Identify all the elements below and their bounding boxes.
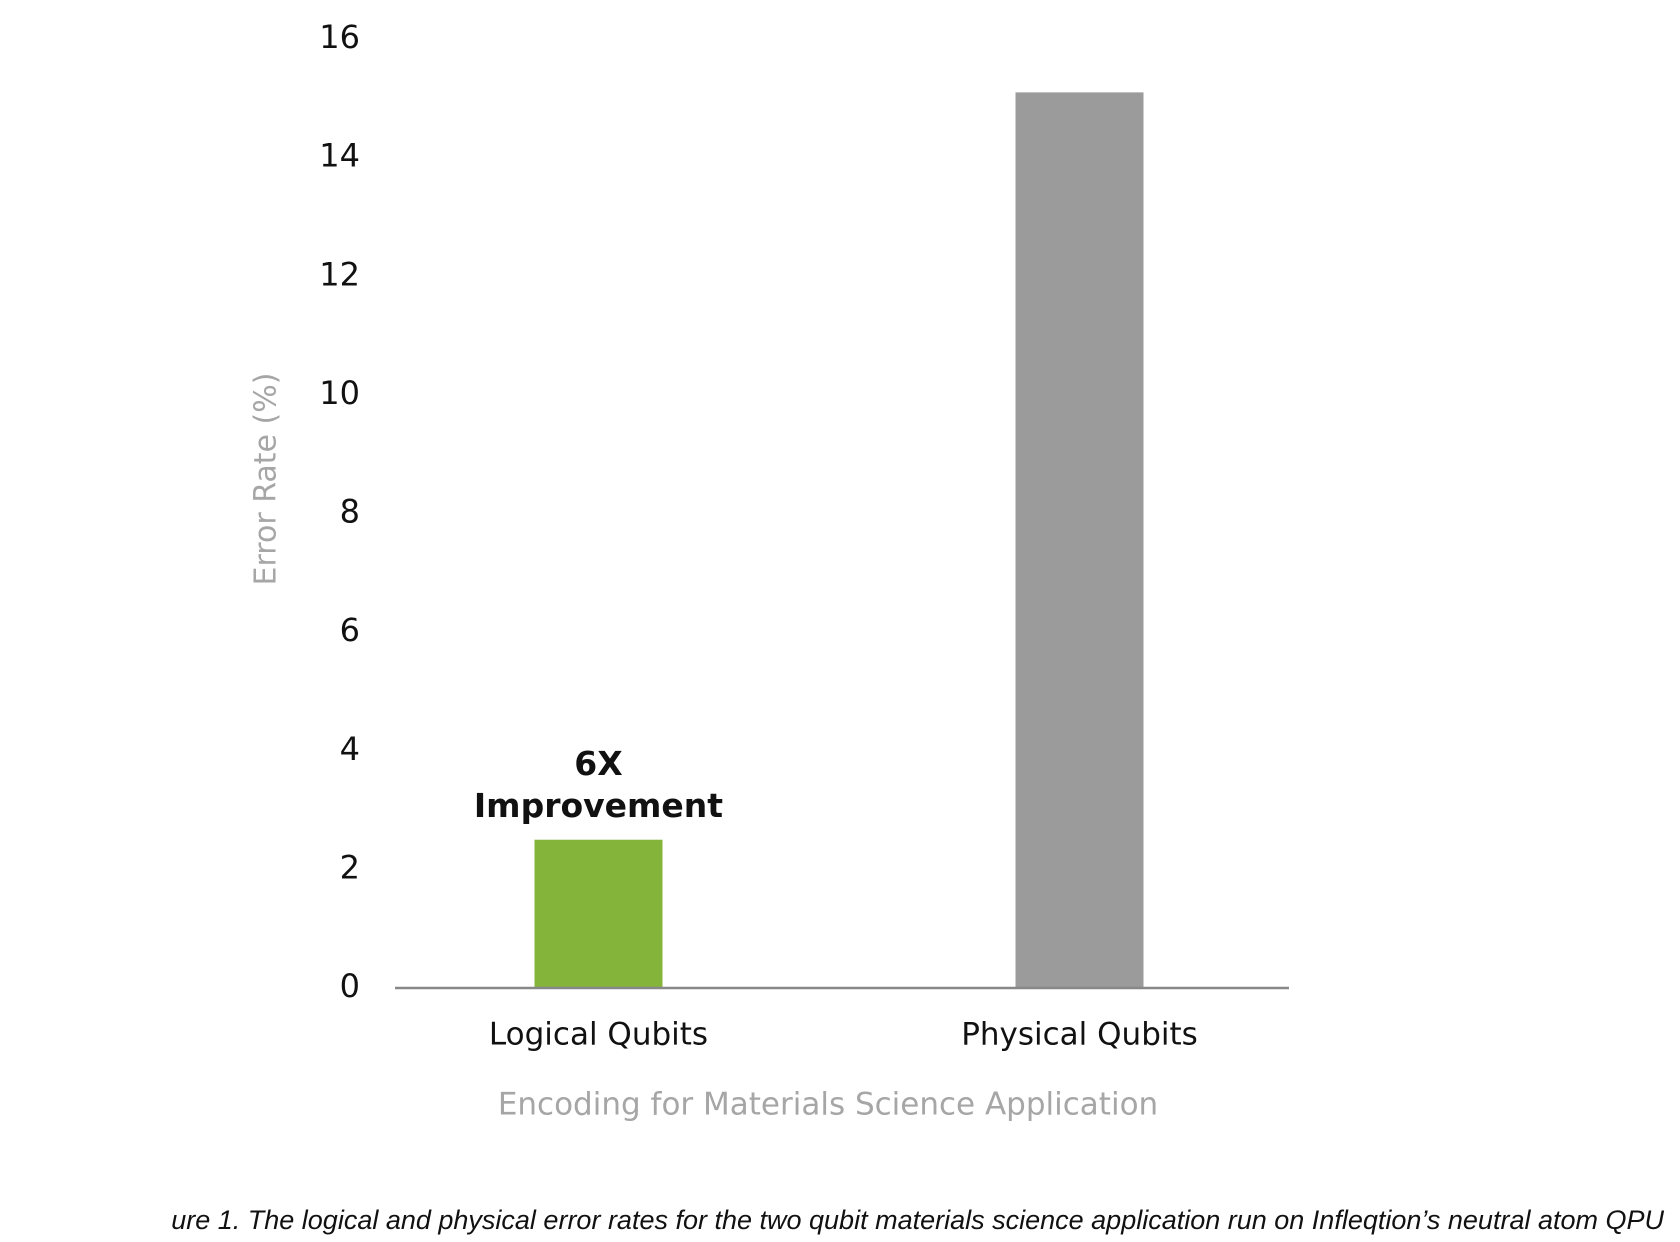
y-tick-label: 16 [319,18,360,56]
annotation: Improvement [474,786,723,825]
y-tick-label: 4 [340,730,360,768]
y-tick-label: 8 [340,493,360,531]
bar [1015,92,1144,989]
y-tick-label: 10 [319,374,360,412]
y-tick-label: 2 [340,848,360,886]
caption: ure 1. The logical and physical error ra… [171,1205,1664,1235]
annotation: 6X [574,744,622,783]
x-axis-title: Encoding for Materials Science Applicati… [498,1087,1158,1123]
x-tick-label: Logical Qubits [489,1017,708,1053]
x-tick-label: Physical Qubits [961,1017,1198,1053]
y-axis-title: Error Rate (%) [249,373,284,586]
bar [534,839,663,988]
y-tick-label: 6 [340,611,360,649]
y-tick-label: 14 [319,137,360,175]
y-tick-label: 12 [319,255,360,293]
y-tick-label: 0 [340,967,360,1005]
